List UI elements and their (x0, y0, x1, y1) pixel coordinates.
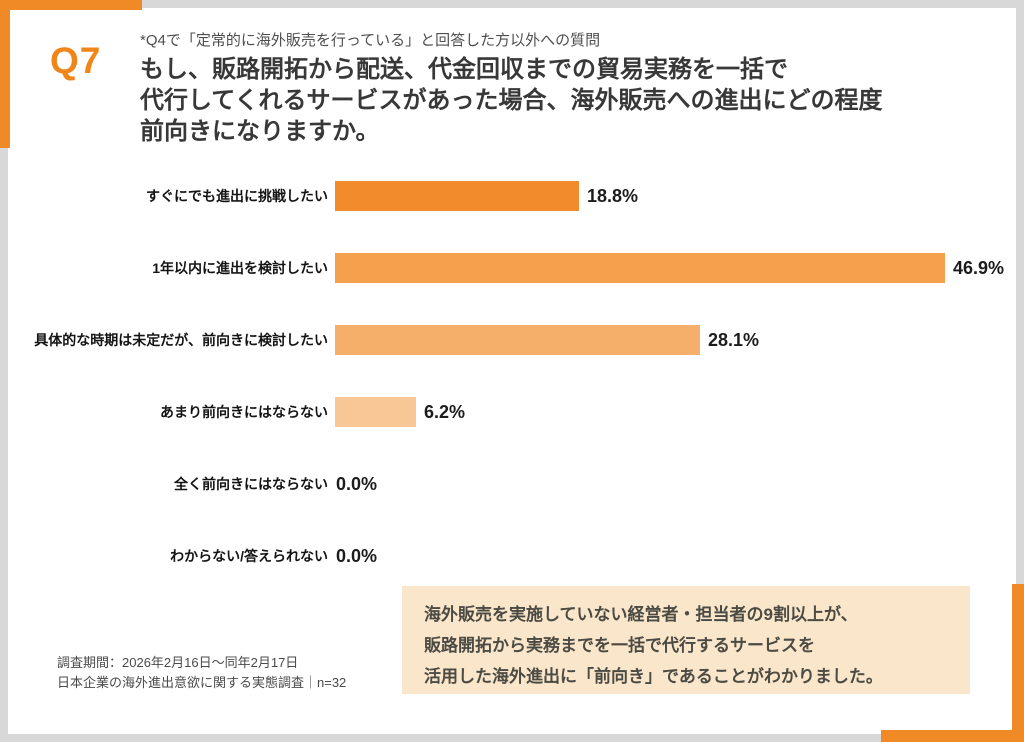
question-number: Q7 (50, 40, 102, 81)
bar (335, 397, 416, 427)
title-line-3: 前向きになりますか。 (140, 118, 380, 145)
survey-footnote: 調査期間：2026年2月16日～同年2月17日 日本企業の海外進出意欲に関する実… (57, 653, 346, 693)
chart-row: わからない/答えられない 0.0% (0, 541, 1024, 571)
category-label: すぐにでも進出に挑戦したい (146, 188, 328, 204)
survey-name-sample: 日本企業の海外進出意欲に関する実態調査｜n=32 (57, 675, 347, 690)
chart-row: 1年以内に進出を検討したい 46.9% (0, 253, 1024, 283)
summary-line-3: 活用した海外進出に「前向き」であることがわかりました。 (424, 667, 883, 686)
value-label: 0.0% (336, 473, 378, 494)
survey-period: 調査期間：2026年2月16日～同年2月17日 (57, 655, 299, 670)
question-note: *Q4で「定常的に海外販売を行っている」と回答した方以外への質問 (140, 32, 601, 49)
bar (335, 181, 579, 211)
bottom-right-corner-horizontal-bar (881, 730, 1024, 742)
chart-row: 全く前向きにはならない 0.0% (0, 469, 1024, 499)
summary-line-1: 海外販売を実施していない経営者・担当者の9割以上が、 (424, 605, 858, 624)
bottom-right-corner-vertical-bar (1012, 584, 1024, 742)
value-label: 18.8% (587, 185, 639, 206)
bar (335, 253, 945, 283)
category-label: 全く前向きにはならない (174, 476, 328, 492)
top-left-corner-horizontal-bar (0, 0, 142, 10)
value-label: 46.9% (953, 257, 1005, 278)
value-label: 28.1% (708, 329, 760, 350)
summary-line-2: 販路開拓から実務までを一括で代行するサービスを (424, 636, 815, 655)
category-label: わからない/答えられない (170, 548, 328, 564)
value-label: 0.0% (336, 545, 378, 566)
chart-row: 具体的な時期は未定だが、前向きに検討したい 28.1% (0, 325, 1024, 355)
question-title: もし、販路開拓から配送、代金回収までの貿易実務を一括で 代行してくれるサービスが… (140, 54, 883, 147)
title-line-1: もし、販路開拓から配送、代金回収までの貿易実務を一括で (140, 56, 788, 83)
category-label: 具体的な時期は未定だが、前向きに検討したい (34, 332, 328, 348)
value-label: 6.2% (424, 401, 466, 422)
bar (335, 325, 700, 355)
top-left-corner-vertical-bar (0, 0, 10, 148)
summary-callout-box: 海外販売を実施していない経営者・担当者の9割以上が、 販路開拓から実務までを一括… (402, 586, 970, 694)
title-line-2: 代行してくれるサービスがあった場合、海外販売への進出にどの程度 (140, 87, 883, 114)
chart-row: あまり前向きにはならない 6.2% (0, 397, 1024, 427)
chart-row: すぐにでも進出に挑戦したい 18.8% (0, 181, 1024, 211)
category-label: 1年以内に進出を検討したい (152, 260, 328, 276)
category-label: あまり前向きにはならない (160, 404, 328, 420)
